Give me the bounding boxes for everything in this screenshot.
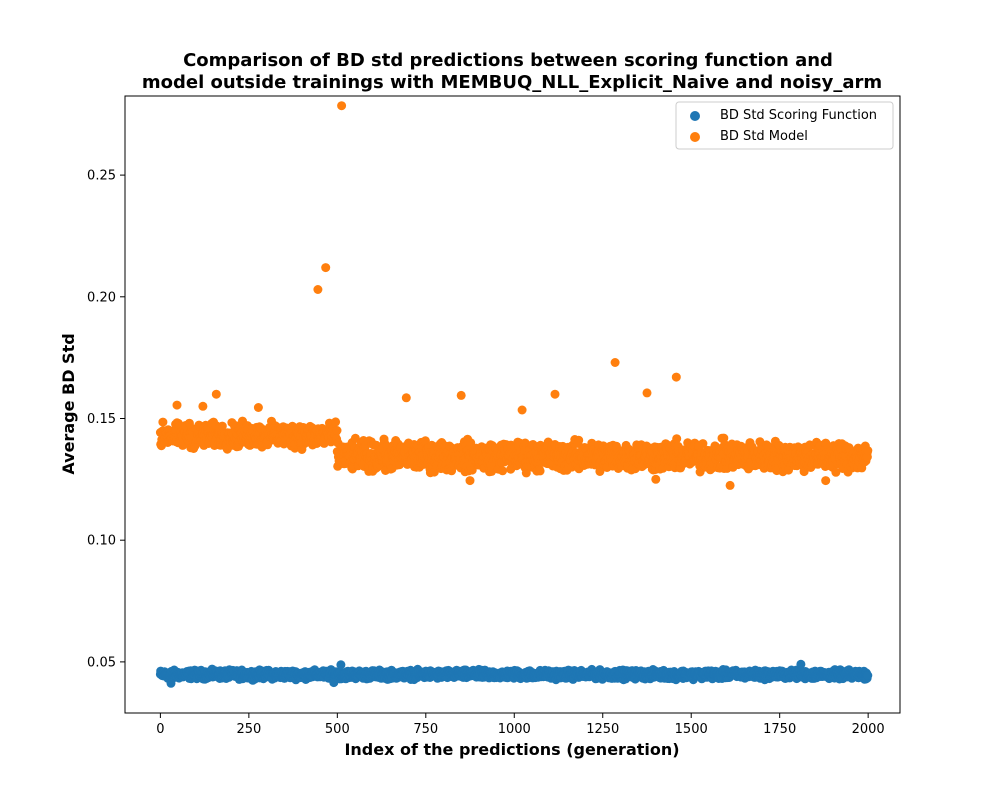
data-point	[158, 417, 168, 427]
y-tick-label: 0.05	[87, 655, 116, 670]
legend: BD Std Scoring Function BD Std Model	[675, 101, 894, 150]
x-axis-ticks: 0 250 500 750 1000 1250 1500 1750 2000	[156, 713, 885, 737]
series-0-points	[155, 659, 873, 688]
data-point-outlier	[211, 389, 221, 399]
y-axis-label: Average BD Std	[59, 333, 78, 474]
data-point-outlier	[796, 659, 806, 669]
data-point-outlier	[517, 405, 527, 415]
x-tick-label: 1750	[763, 722, 796, 737]
chart-title-line-2: model outside trainings with MEMBUQ_NLL_…	[142, 72, 882, 93]
data-point-outlier	[172, 400, 182, 410]
data-point-outlier	[671, 372, 681, 382]
data-point-outlier	[321, 263, 331, 273]
data-point-outlier	[642, 388, 652, 398]
x-tick-label: 1500	[675, 722, 708, 737]
data-point-outlier	[821, 476, 831, 486]
data-point-outlier	[336, 660, 346, 670]
data-point-outlier	[465, 476, 475, 486]
y-tick-label: 0.10	[87, 534, 116, 549]
legend-marker-model	[690, 132, 700, 142]
x-tick-label: 500	[325, 722, 350, 737]
x-axis-label: Index of the predictions (generation)	[344, 740, 679, 759]
x-tick-label: 0	[156, 722, 164, 737]
data-point	[574, 435, 584, 445]
x-tick-label: 750	[413, 722, 438, 737]
legend-marker-scoring-function	[690, 111, 700, 121]
data-point-outlier	[550, 389, 560, 399]
data-point	[498, 466, 508, 476]
plot-marks	[155, 101, 873, 688]
plot-area-frame	[124, 95, 901, 714]
series-1-points	[155, 101, 873, 490]
x-tick-label: 2000	[852, 722, 885, 737]
data-point	[535, 466, 545, 476]
data-point-outlier	[725, 480, 735, 490]
x-tick-label: 250	[236, 722, 261, 737]
x-tick-label: 1250	[586, 722, 619, 737]
data-point	[863, 446, 873, 456]
data-point-outlier	[456, 390, 466, 400]
data-point	[332, 426, 342, 435]
y-tick-label: 0.15	[87, 412, 116, 427]
data-point-outlier	[651, 474, 661, 484]
data-point-outlier	[610, 358, 620, 367]
data-point	[863, 671, 873, 680]
data-point	[672, 434, 682, 444]
legend-label-scoring-function: BD Std Scoring Function	[720, 108, 877, 123]
data-point-outlier	[401, 393, 411, 403]
data-point-outlier	[313, 285, 323, 294]
data-point-outlier	[337, 101, 347, 111]
data-point-outlier	[253, 403, 263, 412]
data-point-outlier	[329, 678, 339, 688]
y-tick-label: 0.25	[87, 169, 116, 184]
chart-title-line-1: Comparison of BD std predictions between…	[183, 50, 833, 71]
data-point-outlier	[166, 678, 176, 688]
data-point	[331, 417, 341, 427]
y-tick-label: 0.20	[87, 290, 116, 305]
x-tick-label: 1000	[498, 722, 531, 737]
legend-label-model: BD Std Model	[720, 129, 808, 144]
data-point-outlier	[198, 401, 208, 411]
y-axis-ticks: 0.05 0.10 0.15 0.20 0.25	[87, 169, 125, 670]
